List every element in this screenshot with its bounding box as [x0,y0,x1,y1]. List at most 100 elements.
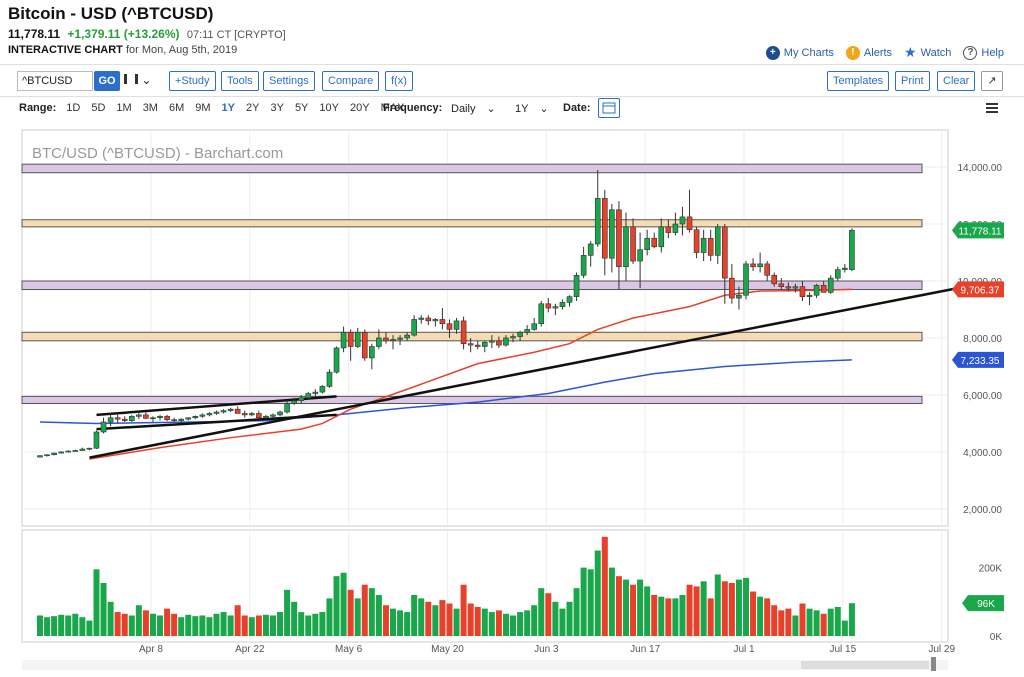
candle-body [305,393,312,399]
volume-bar [728,583,735,636]
volume-bar [157,615,164,636]
volume-bar [834,606,841,636]
watch-link[interactable]: ★ Watch [904,44,951,61]
chart-type-dropdown[interactable]: ⌄ [124,73,151,87]
candle-body [361,331,368,359]
volume-bar [361,584,368,636]
range-option-5d[interactable]: 5D [91,102,106,114]
volume-bar [248,617,255,636]
range-option-1d[interactable]: 1D [66,102,81,114]
volume-bar [206,617,213,636]
study-button[interactable]: +Study [169,71,216,91]
volume-bar [86,620,93,636]
volume-bar [439,600,446,636]
volume-bar [312,613,319,636]
range-option-5y[interactable]: 5Y [294,102,309,114]
templates-button[interactable]: Templates [827,71,890,91]
candle-body [65,450,72,453]
go-button[interactable]: GO [94,71,120,91]
clear-button[interactable]: Clear [937,71,976,91]
candle-body [693,229,700,253]
alerts-link[interactable]: ! Alerts [845,44,892,61]
candle-body [587,243,594,256]
volume-bar [319,612,326,636]
scrollbar-thumb[interactable] [801,661,929,669]
compare-button[interactable]: Compare [322,71,380,91]
volume-bar [622,579,629,636]
range-option-max[interactable]: MAX [380,102,405,114]
period-dropdown[interactable]: 1Y ⌄ [515,102,549,115]
print-button[interactable]: Print [895,71,930,91]
volume-bar [58,614,65,636]
last-price: 11,778.11 [8,27,61,41]
range-option-2y[interactable]: 2Y [246,102,260,114]
candle-body [107,417,114,423]
price-tick-label: 6,000.00 [963,391,1002,402]
calendar-icon [602,102,616,114]
my-charts-link[interactable]: + My Charts [765,44,834,61]
volume-bar [771,605,778,636]
tools-button[interactable]: Tools [221,71,259,91]
range-option-20y[interactable]: 20Y [349,102,370,114]
volume-bar [750,591,757,636]
volume-bar [114,612,121,636]
candle-body [121,418,128,421]
range-option-10y[interactable]: 10Y [319,102,339,114]
volume-bar [93,569,100,636]
volume-bar [262,614,269,636]
alert-icon: ! [845,45,860,60]
volume-bar [171,613,178,636]
volume-bar [354,598,361,636]
candle-body [510,336,516,339]
candle-body [234,408,241,414]
frequency-dropdown[interactable]: Daily ⌄ [451,102,496,115]
candle-body [842,267,848,270]
volume-bar [269,615,276,636]
volume-bar [538,588,545,636]
volume-bar [291,601,298,636]
function-button[interactable]: f(x) [385,71,413,91]
candle-body [333,347,340,373]
scrollbar-handle[interactable] [931,657,936,671]
divider [0,96,1024,97]
divider [0,64,1024,65]
date-tick-label: May 6 [335,644,363,655]
expand-button[interactable]: ↗ [981,71,1003,91]
volume-bar [644,586,651,636]
volume-bar [255,615,262,636]
volume-bar [277,612,284,636]
candle-body [220,410,227,413]
range-option-3y[interactable]: 3Y [270,102,284,114]
volume-bar [432,605,439,636]
volume-bar [411,594,418,636]
help-link[interactable]: ? Help [963,44,1004,61]
candle-body [672,223,679,233]
volume-bar [149,613,156,636]
candle-body [714,226,721,256]
price-tick-label: 2,000.00 [963,505,1002,516]
scrollbar-track[interactable] [22,660,948,670]
candle-body [736,294,742,299]
volume-bar [347,589,354,636]
candle-body [277,411,283,416]
candle-body [86,447,93,450]
range-option-6m[interactable]: 6M [168,102,185,114]
candle-body [178,418,184,421]
candle-body [538,303,545,325]
range-option-3m[interactable]: 3M [142,102,158,114]
menu-icon[interactable] [986,103,998,113]
range-option-9m[interactable]: 9M [195,102,211,114]
candle-body [771,274,778,285]
symbol-input[interactable]: ^BTCUSD [17,71,93,91]
volume-bar [397,610,404,636]
candle-body [397,337,403,340]
range-option-1m[interactable]: 1M [116,102,132,114]
range-option-1y[interactable]: 1Y [221,102,235,114]
candle-body [623,226,629,268]
settings-button[interactable]: Settings [263,71,315,91]
volume-bar [333,576,340,636]
volume-bar [298,612,305,636]
candle-body [700,237,707,253]
calendar-button[interactable] [598,98,620,118]
